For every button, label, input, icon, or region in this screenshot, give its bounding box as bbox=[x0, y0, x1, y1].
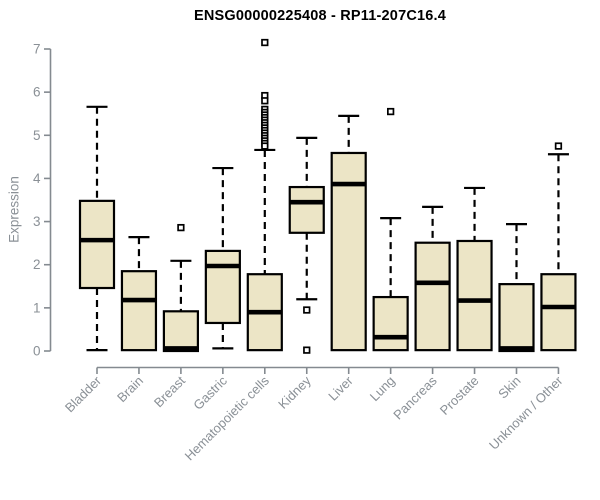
y-tick-label: 1 bbox=[33, 300, 41, 315]
x-tick-label-gastric: Gastric bbox=[190, 373, 230, 413]
x-tick-label-lung: Lung bbox=[367, 373, 398, 404]
boxplot-unknown-other bbox=[540, 142, 577, 352]
outlier-point bbox=[554, 142, 563, 150]
x-tick-label-brain: Brain bbox=[114, 373, 146, 405]
y-tick-label: 6 bbox=[33, 85, 41, 100]
y-tick-label: 4 bbox=[33, 171, 41, 186]
outlier-point bbox=[261, 142, 269, 150]
outlier-point bbox=[387, 107, 395, 116]
iqr-box bbox=[372, 295, 409, 352]
iqr-box bbox=[120, 270, 158, 352]
outlier-point bbox=[303, 346, 311, 354]
x-tick-label-kidney: Kidney bbox=[275, 373, 314, 412]
boxplot-liver bbox=[330, 114, 367, 352]
boxplot-pancreas bbox=[414, 205, 451, 352]
outlier-point bbox=[261, 97, 269, 105]
chart-title: ENSG00000225408 - RP11-207C16.4 bbox=[193, 8, 447, 24]
y-axis-label: Expression bbox=[6, 176, 22, 243]
x-tick-label-skin: Skin bbox=[495, 373, 523, 401]
boxplot-kidney bbox=[288, 136, 325, 354]
y-tick-label: 2 bbox=[33, 257, 41, 272]
outlier-point bbox=[177, 223, 185, 232]
x-tick-label-liver: Liver bbox=[325, 373, 356, 404]
iqr-box bbox=[498, 283, 535, 353]
boxplot-prostate bbox=[456, 186, 493, 352]
boxplot-breast bbox=[162, 223, 199, 353]
iqr-box bbox=[288, 185, 325, 234]
boxplot-gastric bbox=[204, 166, 241, 350]
iqr-box bbox=[162, 310, 199, 353]
iqr-box bbox=[540, 273, 577, 352]
boxplot-brain bbox=[120, 236, 158, 352]
iqr-box bbox=[78, 199, 116, 290]
boxplot-bladder bbox=[78, 105, 116, 352]
y-tick-label: 3 bbox=[33, 214, 41, 229]
y-axis: 0 1 2 3 4 5 6 7 bbox=[33, 42, 52, 359]
y-tick-label: 7 bbox=[33, 42, 41, 57]
y-tick-label: 5 bbox=[33, 128, 41, 143]
x-tick-label-breast: Breast bbox=[151, 373, 188, 410]
outlier-point bbox=[303, 306, 311, 314]
x-tick-label-pancreas: Pancreas bbox=[390, 373, 440, 423]
boxplot-lung bbox=[372, 107, 409, 352]
x-tick-label-prostate: Prostate bbox=[437, 373, 482, 418]
iqr-box bbox=[204, 249, 241, 325]
x-tick-label-unknown-other: Unknown / Other bbox=[486, 373, 566, 453]
x-tick-label-bladder: Bladder bbox=[62, 373, 105, 416]
iqr-box bbox=[414, 241, 451, 352]
iqr-box bbox=[456, 239, 493, 352]
boxplot-skin bbox=[498, 223, 535, 353]
y-tick-label: 0 bbox=[33, 344, 41, 359]
outlier-point bbox=[261, 38, 269, 47]
boxplot-hematopoietic-cells bbox=[246, 38, 283, 352]
